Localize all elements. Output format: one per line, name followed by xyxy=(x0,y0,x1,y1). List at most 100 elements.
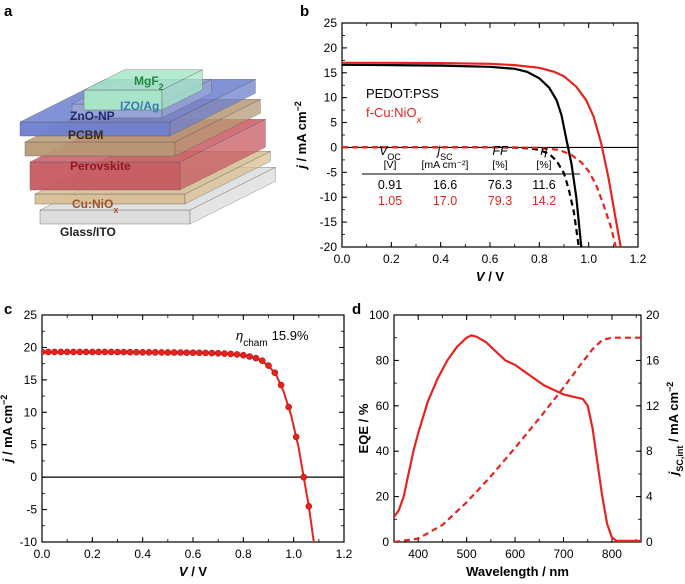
y-axis-label-c: j / mA cm−2 xyxy=(0,395,15,465)
data-point-c xyxy=(44,348,52,356)
data-point-c xyxy=(133,348,140,356)
data-point-c xyxy=(271,369,279,377)
panel-label-a: a xyxy=(4,3,13,20)
data-point-c xyxy=(277,381,285,389)
table-cell: 11.6 xyxy=(532,178,555,192)
data-point-c xyxy=(89,348,96,356)
x-tick-label: 0.0 xyxy=(334,252,351,266)
table-cell: 0.91 xyxy=(378,178,402,192)
data-point-c xyxy=(114,348,121,356)
data-point-c xyxy=(240,351,247,359)
data-point-c xyxy=(70,348,77,356)
y2-tick-label: 20 xyxy=(646,308,660,322)
data-point-c xyxy=(126,348,134,356)
label-zno-np: ZnO-NP xyxy=(70,109,115,123)
y-tick-label: -20 xyxy=(320,240,338,254)
x-tick-label: 0.8 xyxy=(531,252,548,266)
x-axis-label-c: V / V xyxy=(179,564,208,579)
data-point-c xyxy=(151,349,159,356)
annotation-eta: ηcham 15.9% xyxy=(236,328,309,349)
y-tick-label: 25 xyxy=(24,308,38,322)
x-tick-label: 0.8 xyxy=(235,547,252,561)
series-line-c xyxy=(42,351,315,542)
label-glass-ito: Glass/ITO xyxy=(60,225,116,239)
y-tick-label: -10 xyxy=(20,535,38,549)
y2-tick-label: 12 xyxy=(646,399,660,413)
x-tick-label: 0.4 xyxy=(432,252,449,266)
x-tick-label: 400 xyxy=(408,547,428,561)
y2-axis-label-d: jSC,int / mA cm−2 xyxy=(665,382,685,478)
series-line-d-1 xyxy=(394,336,641,542)
panel-label-b: b xyxy=(300,3,309,20)
y-axis-label-d: EQE / % xyxy=(356,403,371,453)
data-point-c xyxy=(42,348,46,356)
data-point-c xyxy=(158,349,165,356)
data-point-c xyxy=(214,349,222,357)
x-tick-label: 600 xyxy=(505,547,525,561)
x-tick-label: 0.6 xyxy=(185,547,202,561)
y-tick-label: 5 xyxy=(330,116,337,130)
y-tick-label: 5 xyxy=(30,438,37,452)
data-point-c xyxy=(252,354,260,362)
data-point-c xyxy=(189,349,197,356)
x-tick-label: 1.0 xyxy=(285,547,302,561)
x-tick-label: 1.2 xyxy=(630,252,647,266)
y-tick-label: 60 xyxy=(376,399,390,413)
y-tick-label: 0 xyxy=(382,535,389,549)
table-cell: 17.0 xyxy=(433,194,457,208)
legend-pedot: PEDOT:PSS xyxy=(366,86,439,101)
legend-cunio: f-Cu:NiOx xyxy=(366,105,423,126)
data-point-c xyxy=(139,348,146,356)
data-point-c xyxy=(57,348,65,356)
y-tick-label: -5 xyxy=(326,165,337,179)
data-point-c xyxy=(305,503,313,510)
label-izo-ag: IZO/Ag xyxy=(120,99,159,113)
chart-b: 0.0 0.2 0.4 0.6 0.8 1.0 1.2 -20 -15 -10 -5 0 5 10 15 20… xyxy=(293,16,647,284)
table-cell: 1.05 xyxy=(378,194,402,208)
data-point-c xyxy=(221,350,228,357)
data-point-c xyxy=(265,362,272,369)
y-tick-label: 0 xyxy=(330,140,337,154)
y-tick-label: 20 xyxy=(24,340,38,354)
x-tick-label: 0.2 xyxy=(84,547,101,561)
y2-tick-label: 8 xyxy=(646,444,653,458)
data-point-c xyxy=(285,403,292,411)
data-point-c xyxy=(51,348,58,356)
data-point-c xyxy=(183,349,191,356)
y-tick-label: 15 xyxy=(24,373,38,387)
panel-label-d: d xyxy=(352,301,361,318)
chart-d: 400 500 600 700 800 0 20 40 60 80 100 0 4 8 12 16 20 Wave… xyxy=(356,308,685,579)
x-tick-label: 500 xyxy=(457,547,477,561)
y-tick-label: 0 xyxy=(30,470,37,484)
table-unit-3: [%] xyxy=(536,159,551,171)
label-perovskite: Perovskite xyxy=(70,159,131,173)
y-tick-label: 80 xyxy=(376,353,390,367)
data-point-c xyxy=(233,351,241,358)
series-line-d-0 xyxy=(394,334,641,542)
data-point-c xyxy=(227,350,235,358)
y-tick-label: 15 xyxy=(324,66,338,80)
series-line-b-3 xyxy=(342,146,617,247)
x-tick-label: 0.2 xyxy=(383,252,400,266)
table-cell: 76.3 xyxy=(488,178,512,192)
data-point-c xyxy=(246,353,253,360)
data-point-c xyxy=(101,348,109,356)
data-point-c xyxy=(76,348,84,356)
table-unit-1: [mA cm⁻²] xyxy=(422,159,469,171)
label-cunio: Cu:NiOx xyxy=(72,197,118,215)
x-axis-label-d: Wavelength / nm xyxy=(466,564,569,579)
panel-label-c: c xyxy=(4,301,12,318)
table-cell: 14.2 xyxy=(532,194,556,208)
x-tick-label: 1.2 xyxy=(336,547,353,561)
x-tick-label: 0.4 xyxy=(134,547,151,561)
x-tick-label: 0.6 xyxy=(482,252,499,266)
data-point-c xyxy=(120,348,128,356)
y-axis-label-b: j / mA cm−2 xyxy=(293,101,309,171)
data-point-c xyxy=(258,357,266,365)
y-tick-label: 100 xyxy=(369,308,389,322)
data-point-c xyxy=(202,349,209,357)
x-tick-label: 1.0 xyxy=(580,252,597,266)
y2-tick-label: 4 xyxy=(646,490,653,504)
data-point-c xyxy=(300,473,308,481)
y-tick-label: 10 xyxy=(324,91,338,105)
